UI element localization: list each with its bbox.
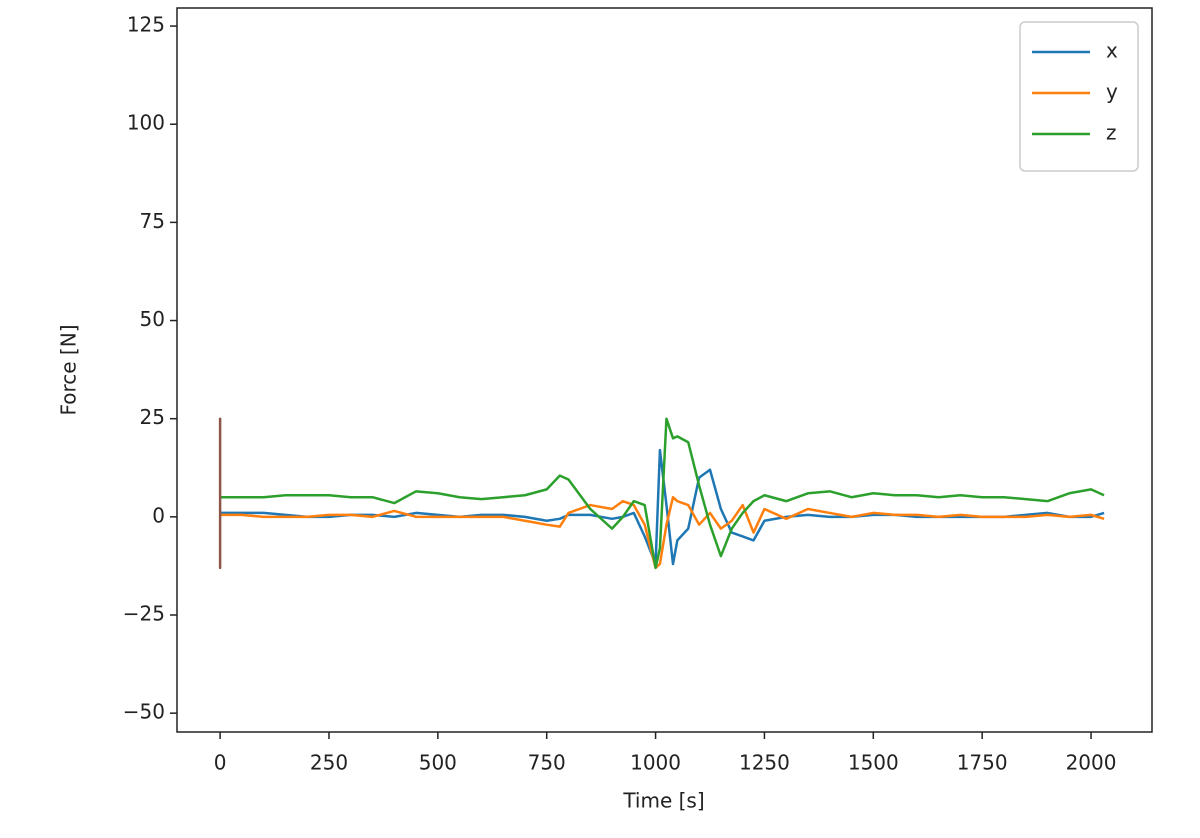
y-tick-label: −25 <box>123 601 165 625</box>
x-tick-label: 1500 <box>848 751 899 775</box>
x-tick-label: 250 <box>310 751 348 775</box>
x-tick-label: 500 <box>419 751 457 775</box>
y-axis-label: Force [N] <box>57 324 81 415</box>
x-tick-label: 1250 <box>739 751 790 775</box>
legend-label: x <box>1106 39 1118 63</box>
x-axis-label: Time [s] <box>622 789 704 813</box>
legend-box <box>1019 21 1139 172</box>
legend-label: z <box>1106 121 1117 145</box>
y-tick-label: 50 <box>140 307 165 331</box>
plot-frame <box>176 7 1153 733</box>
x-tick-label: 1750 <box>957 751 1008 775</box>
data-line <box>220 495 1105 570</box>
x-tick-label: 1000 <box>630 751 681 775</box>
x-tick-label: 0 <box>214 751 227 775</box>
legend-label: y <box>1106 80 1118 104</box>
y-tick-label: 25 <box>140 405 165 429</box>
y-tick-label: 100 <box>127 111 165 135</box>
x-tick-label: 750 <box>528 751 566 775</box>
y-tick-label: −50 <box>123 700 165 724</box>
data-line <box>220 417 1105 570</box>
y-tick-label: 125 <box>127 13 165 37</box>
x-tick-label: 2000 <box>1066 751 1117 775</box>
y-tick-label: 0 <box>152 503 165 527</box>
y-tick-label: 75 <box>140 209 165 233</box>
